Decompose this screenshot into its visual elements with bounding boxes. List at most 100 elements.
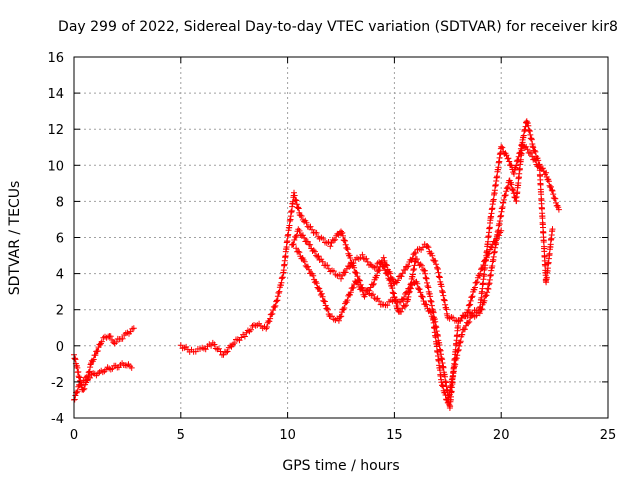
- data-point-marker: [528, 149, 535, 156]
- data-point-marker: [264, 324, 270, 330]
- data-point-marker: [295, 204, 302, 211]
- data-point-marker: [480, 262, 487, 268]
- data-point-marker: [327, 243, 334, 250]
- data-point-marker: [384, 271, 391, 277]
- x-tick-label: 10: [279, 428, 296, 443]
- data-point-marker: [338, 275, 344, 282]
- data-point-marker: [128, 364, 135, 371]
- data-point-marker: [425, 244, 432, 251]
- x-tick-label: 25: [600, 428, 617, 443]
- y-tick-label: 16: [47, 51, 64, 66]
- y-tick-label: 8: [56, 195, 64, 210]
- data-point-marker: [511, 170, 517, 177]
- data-point-marker: [339, 229, 346, 236]
- data-point-marker: [346, 263, 353, 270]
- data-point-marker: [306, 266, 312, 273]
- data-point-marker: [381, 257, 388, 264]
- data-point-marker: [553, 199, 559, 206]
- data-point-marker: [324, 305, 331, 312]
- data-point-marker: [399, 270, 406, 277]
- data-point-marker: [432, 257, 439, 264]
- data-point-marker: [543, 169, 550, 176]
- data-point-marker: [398, 308, 405, 315]
- data-point-marker: [376, 298, 383, 305]
- data-point-marker: [524, 146, 531, 153]
- data-point-marker: [503, 188, 510, 195]
- data-point-marker: [319, 258, 326, 265]
- data-point-marker: [330, 268, 337, 275]
- data-point-marker: [401, 295, 407, 302]
- data-point-marker: [303, 219, 310, 226]
- data-point-marker: [290, 241, 297, 248]
- y-tick-label: 14: [47, 87, 64, 102]
- data-point-marker: [519, 139, 526, 146]
- data-point-marker: [316, 285, 323, 292]
- data-point-marker: [301, 235, 308, 241]
- data-point-marker: [499, 144, 506, 151]
- data-point-marker: [293, 232, 300, 239]
- data-point-marker: [81, 385, 88, 392]
- data-point-marker: [293, 197, 300, 204]
- data-point-marker: [113, 339, 120, 345]
- data-point-marker: [355, 279, 362, 286]
- y-tick-label: 6: [56, 232, 64, 247]
- data-point-marker: [510, 187, 517, 193]
- axes: 0 5 10 15 20 25 -4 -2 0 2 4 6 8 10 12 14 16: [47, 51, 616, 443]
- data-point-marker: [465, 302, 472, 309]
- data-point-marker: [292, 196, 299, 203]
- data-point-marker: [338, 313, 345, 320]
- x-tick-label: 5: [177, 428, 185, 443]
- data-point-marker: [119, 335, 126, 342]
- data-point-marker: [378, 259, 385, 266]
- data-point-marker: [416, 286, 423, 293]
- data-point-marker: [433, 261, 440, 268]
- x-tick-label: 15: [386, 428, 403, 443]
- x-axis-label: GPS time / hours: [282, 458, 399, 474]
- data-point-marker: [546, 182, 553, 189]
- data-point-marker: [344, 297, 351, 304]
- data-point-marker: [223, 349, 230, 356]
- data-point-marker: [354, 273, 361, 280]
- data-point-marker: [531, 147, 538, 154]
- chart-title: Day 299 of 2022, Sidereal Day-to-day VTE…: [58, 19, 618, 35]
- data-point-marker: [456, 317, 463, 324]
- data-point-marker: [386, 277, 393, 284]
- data-point-marker: [107, 333, 114, 340]
- data-point-marker: [241, 333, 248, 340]
- data-point-marker: [419, 293, 425, 300]
- data-point-marker: [362, 291, 369, 298]
- data-point-marker: [477, 270, 484, 277]
- data-point-marker: [414, 280, 421, 287]
- data-point-marker: [309, 226, 315, 233]
- data-point-marker: [548, 187, 555, 193]
- data-point-marker: [347, 291, 353, 298]
- data-point-marker: [473, 279, 480, 286]
- data-point-marker: [383, 270, 390, 276]
- data-point-marker: [374, 295, 381, 302]
- data-point-marker: [335, 317, 342, 324]
- data-point-marker: [506, 158, 513, 165]
- data-point-marker: [370, 280, 377, 287]
- series-3: [293, 227, 505, 411]
- data-point-marker: [496, 232, 503, 239]
- data-point-marker: [423, 301, 430, 308]
- data-point-marker: [552, 195, 559, 202]
- data-point-marker: [465, 320, 472, 326]
- data-point-marker: [483, 254, 490, 261]
- data-point-marker: [384, 262, 390, 269]
- data-point-marker: [504, 185, 511, 192]
- data-point-marker: [269, 310, 276, 317]
- data-point-marker: [293, 201, 300, 208]
- data-point-marker: [498, 143, 505, 150]
- x-tick-label: 20: [493, 428, 510, 443]
- data-point-marker: [329, 313, 335, 320]
- data-point-marker: [90, 356, 97, 363]
- data-point-marker: [310, 272, 317, 279]
- y-tick-label: 0: [56, 340, 64, 355]
- data-point-marker: [418, 262, 425, 269]
- data-point-marker: [484, 289, 491, 296]
- data-point-marker: [409, 255, 416, 262]
- data-point-marker: [414, 256, 420, 263]
- data-point-marker: [404, 263, 411, 270]
